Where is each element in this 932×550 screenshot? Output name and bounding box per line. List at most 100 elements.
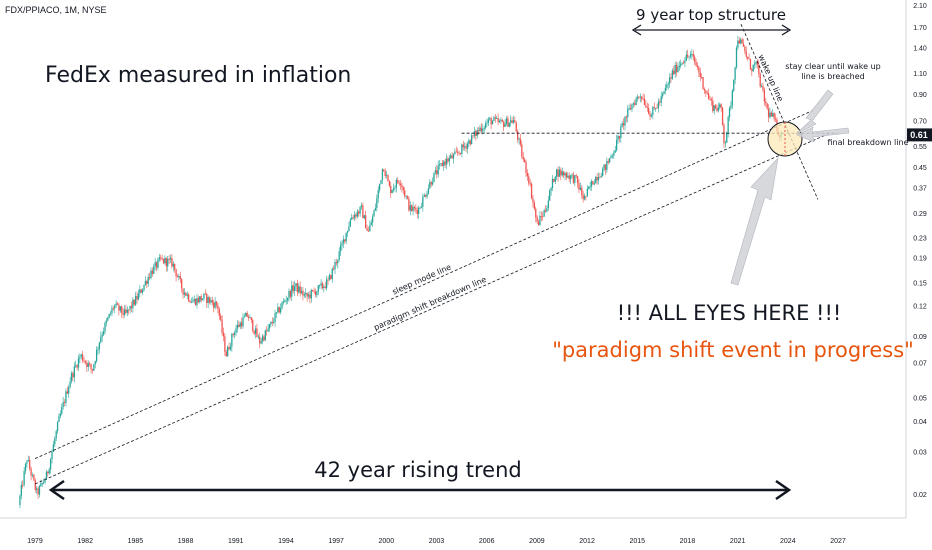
candle-body [217,305,219,310]
candle-body [493,117,495,121]
candle-body [434,170,437,173]
candle-body [751,69,753,72]
candle-body [537,221,540,226]
candle-body [408,198,410,211]
candle-body [305,293,307,295]
candle-body [712,100,714,112]
candle-body [465,146,467,149]
candle-body [560,169,562,176]
candle-body [539,216,541,226]
x-tick-label: 1982 [77,538,93,545]
candle-body [95,349,98,362]
candle-body [585,195,587,197]
candle-body [443,161,445,167]
candle-body [76,365,78,368]
candle-body [252,320,254,331]
candle-body [194,298,197,305]
symbol-header[interactable]: FDX/PPIACO, 1M, NYSE [5,5,107,15]
y-tick-label: 0.29 [913,211,927,218]
candle-body [702,77,704,89]
candle-body [27,460,29,462]
candle-body [438,164,441,166]
candle-body [436,170,438,175]
y-tick-label: 1.70 [913,25,927,32]
candle-body [222,332,225,337]
candle-body [394,187,396,189]
candle-body [339,245,342,252]
candle-body [641,96,643,99]
candle-body [229,346,232,350]
candle-body [426,193,428,197]
candle-body [525,161,527,174]
candle-body [147,276,149,284]
candle-body [119,306,121,311]
trendline-sleep-mode-line[interactable] [34,110,814,460]
candle-body [427,188,430,194]
candle-body [82,354,84,361]
candle-body [261,336,264,342]
candle-body [259,336,261,344]
candle-body [424,195,427,197]
candle-body [597,177,600,181]
candle-body [405,196,407,198]
candle-body [91,368,94,371]
y-tick-label: 0.07 [913,360,927,367]
candle-body [650,114,653,117]
candle-body [292,285,294,292]
candle-body [431,182,434,185]
candle-body [412,206,414,212]
candle-body [694,56,696,63]
candle-body [42,482,45,484]
candle-body [765,101,767,104]
candle-body [491,120,494,125]
candle-body [487,119,490,123]
candle-body [140,289,142,293]
candle-body [249,317,251,319]
candle-body [550,188,552,191]
rising-trend-marker: 42 year rising trend [48,458,792,501]
candle-body [387,175,389,182]
candle-body [411,205,413,212]
candle-body [558,169,561,177]
candle-body [41,483,43,484]
price-axis[interactable]: 2.10 1.70 1.40 1.10 0.90 0.70 0.55 0.45 0.37 0.29… [913,3,927,499]
candle-body [413,206,416,209]
candle-body [236,324,239,329]
candle-body [275,312,278,314]
candle-body [646,107,648,109]
candle-body [384,171,386,176]
time-axis[interactable]: 1979 1982 1985 1988 1991 1994 1997 2000 2003 2006… [27,538,846,545]
candle-body [102,331,105,335]
candle-body [186,294,188,296]
candle-body [549,190,551,201]
last-price-badge: 0.61 [907,128,932,142]
candle-body [544,210,547,212]
x-tick-label: 1994 [278,538,294,545]
candle-body [747,56,749,59]
candle-body [772,113,774,117]
candle-body [547,200,549,209]
candle-body [752,64,754,72]
candle-body [130,305,133,309]
x-tick-label: 1988 [178,538,194,545]
candle-body [656,107,658,109]
candle-body [696,65,699,68]
candle-body [554,176,556,182]
candle-body [61,407,63,414]
x-tick-label: 2006 [479,538,495,545]
trendline-wake-up-line[interactable] [740,23,819,200]
candle-body [33,474,35,481]
candle-body [716,108,718,111]
candle-body [553,178,555,182]
candle-body [243,316,246,318]
y-tick-label: 0.12 [913,304,927,311]
candle-body [165,257,167,267]
candle-body [314,291,317,296]
candle-body [154,262,156,266]
y-tick-label: 0.70 [913,118,927,125]
candle-body [385,175,388,176]
candle-body [568,175,570,180]
candle-body [484,123,487,129]
candle-body [397,179,399,183]
